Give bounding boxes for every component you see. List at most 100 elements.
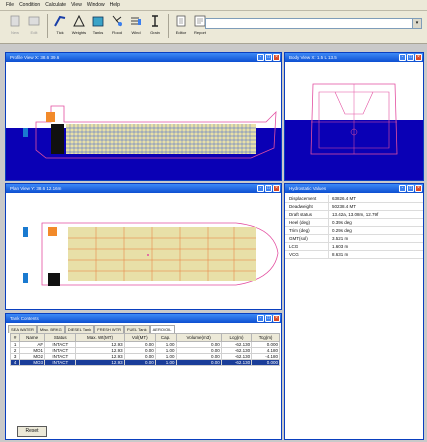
toolbar-weights-button[interactable]: Weights — [70, 14, 88, 41]
hydro-value: 8.631 m — [332, 252, 349, 257]
hydrostatic-titlebar: Hydrostatic Values - □ × — [285, 184, 423, 193]
toolbar-flood-button[interactable]: Flood — [108, 14, 126, 41]
hydro-value: 0.29s deg — [332, 228, 352, 233]
body-ship-drawing — [285, 62, 423, 180]
hydro-value: 13.42a, 13.08m, 12.79f — [332, 212, 379, 217]
toolbar-button-label: Edit — [30, 30, 38, 35]
table-row[interactable]: 1 AF INTACT 12.93 0.00 1.00 0.00 -62.130 0.000 — [9, 341, 280, 348]
column-header[interactable]: Name — [19, 333, 46, 342]
hydro-row: Trim (deg) 0.29s deg — [285, 227, 423, 235]
tank-table: # Name Status Max. Wt(MT) Vol(MT) Cap. Volume(… — [9, 333, 280, 366]
column-header[interactable]: Tcg(m) — [251, 333, 280, 342]
plan-view-titlebar: Plan View Y: 38.6 12.16m - □ × — [6, 184, 281, 193]
tank-tab[interactable]: SEA WATER — [8, 325, 37, 333]
toolbar-editor-button[interactable]: Editor — [172, 14, 190, 41]
flood-icon — [112, 15, 122, 27]
tank-contents-window: Tank Contents - □ × SEA WATER Misc. BRKG D… — [5, 313, 282, 440]
tank-tab[interactable]: DIESEL Tank — [64, 325, 95, 333]
body-view-canvas[interactable] — [285, 62, 423, 180]
hydro-row: Draft status 13.42a, 13.08m, 12.79f — [285, 211, 423, 219]
column-header[interactable]: Max. Wt(MT) — [75, 333, 125, 342]
table-cell[interactable]: 12.93 — [75, 359, 125, 366]
profile-ship-drawing — [6, 62, 281, 180]
table-cell[interactable]: INTACT — [44, 359, 77, 366]
toolbar-button-label: New — [10, 30, 19, 35]
table-cell[interactable]: -62.130 — [220, 359, 253, 366]
maximize-button[interactable]: □ — [407, 54, 414, 61]
close-button[interactable]: × — [415, 54, 422, 61]
tank-table-header: # Name Status Max. Wt(MT) Vol(MT) Cap. Volume(… — [9, 333, 280, 342]
table-cell[interactable]: MO3 — [19, 359, 46, 366]
condition-combo[interactable]: ▾ — [205, 18, 422, 29]
menu-item-view[interactable]: View — [71, 2, 82, 8]
table-cell[interactable]: 0.00 — [175, 359, 222, 366]
minimize-button[interactable]: - — [257, 315, 264, 322]
toolbar-button-label: Weights — [71, 30, 87, 35]
table-cell[interactable]: 0.000 — [251, 359, 280, 366]
reset-button[interactable]: Reset — [17, 426, 47, 437]
toolbar-wind-button[interactable]: Wind — [127, 14, 145, 41]
toolbar-button-label: Wind — [131, 30, 141, 35]
toolbar-tanks-button[interactable]: Tanks — [89, 14, 107, 41]
table-cell[interactable]: 0.00 — [123, 359, 156, 366]
table-cell[interactable]: 4 — [9, 359, 21, 366]
hydro-value: 63826.4 MT — [332, 196, 357, 201]
toolbar-button-label: Tick — [56, 30, 64, 35]
column-header[interactable]: Volume(m3) — [175, 333, 222, 342]
hydro-key: Heel (deg) — [285, 219, 329, 226]
minimize-button[interactable]: - — [399, 185, 406, 192]
minimize-button[interactable]: - — [257, 54, 264, 61]
menu-bar: File Condition Calculate View Window Help — [0, 0, 427, 11]
toolbar-grain-button[interactable]: Grain — [146, 14, 164, 41]
maximize-button[interactable]: □ — [265, 185, 272, 192]
menu-item-file[interactable]: File — [6, 2, 15, 8]
table-cell[interactable]: 1.00 — [154, 359, 177, 366]
column-header[interactable]: Cap. — [154, 333, 177, 342]
hydrostatic-grid: Displacement 63826.4 MT Deadweight 50238.4 … — [285, 195, 423, 439]
menu-item-help[interactable]: Help — [109, 2, 120, 8]
hydro-row: Heel (deg) 0.39s deg — [285, 219, 423, 227]
toolbar-new-button[interactable]: New — [6, 14, 24, 41]
tank-tab[interactable]: FRESH WTR — [94, 325, 125, 333]
profile-view-titlebar: Profile View X: 38.6 39.6 - □ × — [6, 53, 281, 62]
toolbar-edit-button[interactable]: Edit — [25, 14, 43, 41]
close-button[interactable]: × — [273, 315, 280, 322]
column-header[interactable]: Status — [44, 333, 77, 342]
minimize-button[interactable]: - — [257, 185, 264, 192]
close-button[interactable]: × — [415, 185, 422, 192]
edit-icon — [28, 16, 40, 26]
hydro-row: VCG 8.631 m — [285, 251, 423, 259]
hydrostatic-window: Hydrostatic Values - □ × Displacement 638… — [284, 183, 424, 440]
hydro-value: 3.521 m — [332, 236, 349, 241]
minimize-button[interactable]: - — [399, 54, 406, 61]
profile-view-canvas[interactable] — [6, 62, 281, 180]
hydro-value: 1.603 m — [332, 244, 349, 249]
menu-item-condition[interactable]: Condition — [19, 2, 41, 8]
hydro-value: 0.39s deg — [332, 220, 352, 225]
toolbar-tick-button[interactable]: Tick — [51, 14, 69, 41]
tank-tab[interactable]: FUEL Tank — [124, 325, 150, 333]
chevron-down-icon[interactable]: ▾ — [412, 19, 421, 28]
tick-icon — [54, 15, 66, 27]
maximize-button[interactable]: □ — [407, 185, 414, 192]
maximize-button[interactable]: □ — [265, 54, 272, 61]
close-button[interactable]: × — [273, 185, 280, 192]
toolbar-separator — [47, 14, 48, 38]
column-header[interactable]: Lcg(m) — [220, 333, 253, 342]
tank-contents-title: Tank Contents — [10, 316, 39, 321]
column-header[interactable]: Vol(MT) — [123, 333, 156, 342]
table-row[interactable]: 4 MO3 INTACT 12.93 0.00 1.00 0.00 -62.130 0.000 — [9, 359, 280, 366]
toolbar-button-label: Editor — [175, 30, 187, 35]
maximize-button[interactable]: □ — [265, 315, 272, 322]
menu-item-calculate[interactable]: Calculate — [45, 2, 67, 8]
tank-tab[interactable]: Misc. BRKG — [36, 325, 65, 333]
new-condition-icon — [10, 15, 20, 27]
plan-view-window: Plan View Y: 38.6 12.16m - □ × — [5, 183, 282, 310]
plan-view-canvas[interactable] — [6, 193, 281, 309]
tanks-icon — [92, 16, 104, 27]
tank-tab[interactable]: AERO/OIL — [149, 325, 175, 333]
column-header[interactable]: # — [9, 333, 21, 342]
menu-item-window[interactable]: Window — [86, 2, 105, 8]
weights-icon — [73, 14, 85, 27]
close-button[interactable]: × — [273, 54, 280, 61]
